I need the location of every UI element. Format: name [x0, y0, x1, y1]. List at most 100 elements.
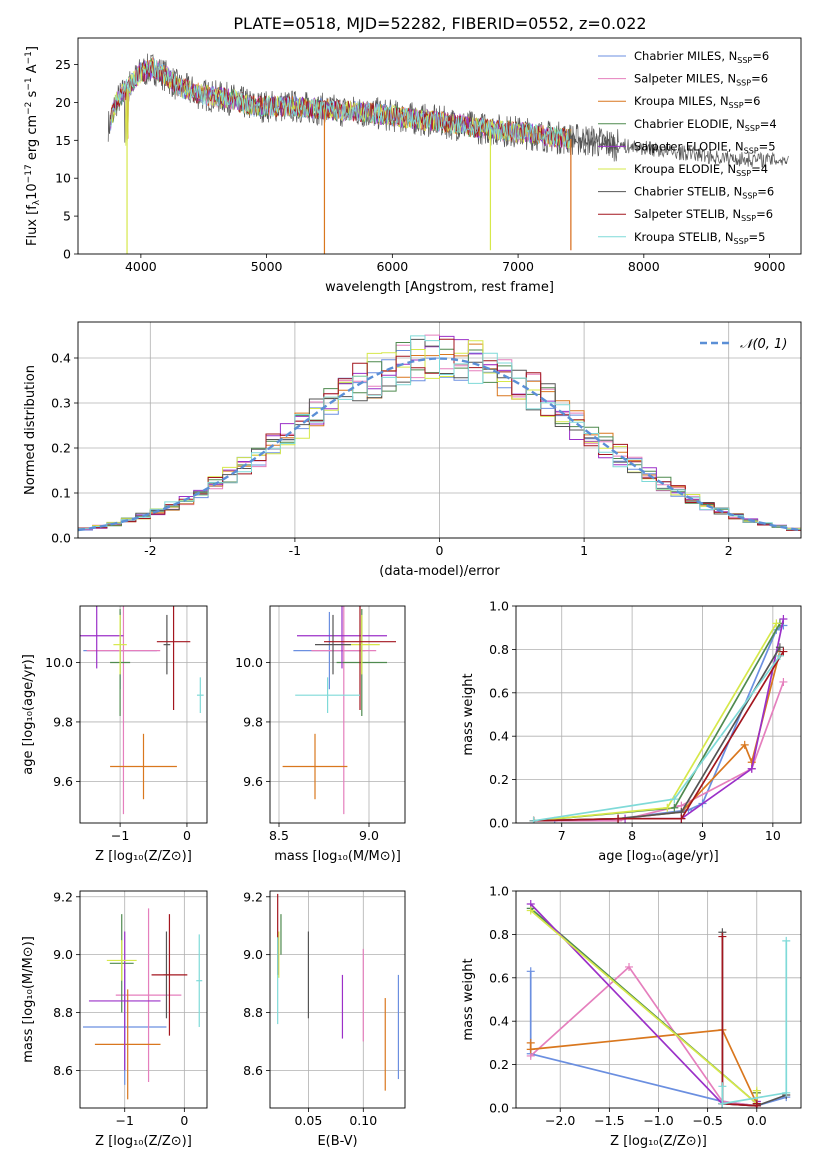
weight-marker — [677, 814, 686, 823]
y-tick-label: 0.8 — [489, 927, 509, 942]
age-vs-metallicity-panel: −1 0 9.6 9.8 10.0 Z [log₁₀(Z/Z⊙)] age [log₁₀(a… — [21, 605, 208, 864]
y-axis-label: mass weight — [461, 673, 476, 755]
mass-weight-vs-age-panel: 7 8 9 10 0.0 0.2 0.4 0.6 0.8 1.0 age [log₁₀(age/yr… — [461, 599, 802, 864]
weight-marker — [718, 1082, 727, 1091]
plot-area — [529, 615, 788, 823]
weight-marker — [526, 967, 535, 976]
x-tick-label: 0 — [183, 828, 191, 843]
legend-label: Chabrier ELODIE, NSSP=4 — [634, 117, 777, 133]
y-tick-label: 9.0 — [243, 947, 263, 962]
normal-reference-curve — [78, 357, 801, 532]
x-axis-label: mass [log₁₀(M/M⊙)] — [274, 849, 401, 864]
weight-marker — [526, 1045, 535, 1054]
x-tick-label: 0.0 — [747, 1113, 767, 1128]
error-point — [282, 733, 348, 800]
y-tick-label: 0.2 — [489, 772, 509, 787]
x-tick-label: −1.5 — [594, 1113, 624, 1128]
weight-marker — [663, 803, 672, 812]
y-tick-label: 9.0 — [53, 947, 73, 962]
y-tick-label: 0.4 — [51, 351, 71, 366]
x-tick-label: 0.10 — [349, 1113, 377, 1128]
error-point — [86, 606, 161, 815]
axes-frame — [269, 890, 406, 1109]
y-tick-label: 1.0 — [489, 884, 509, 899]
legend-label-sub: SSP — [744, 146, 759, 155]
legend-label-tail: =4 — [760, 117, 777, 131]
y-tick-label: 0.3 — [51, 396, 71, 411]
weight-line — [721, 940, 788, 1105]
error-point — [115, 908, 182, 1082]
y-tick-label: 0.2 — [51, 441, 71, 456]
weight-marker — [775, 643, 784, 652]
x-tick-label: 9.0 — [359, 828, 379, 843]
y-axis-label-part: −17 — [24, 164, 34, 183]
x-tick-label: 0.05 — [294, 1113, 322, 1128]
plot-area — [107, 53, 789, 254]
y-tick-label: 0.0 — [489, 1101, 509, 1116]
y-tick-label: 0.8 — [489, 642, 509, 657]
y-tick-label: 8.8 — [243, 1005, 263, 1020]
x-tick-label: 9000 — [754, 259, 786, 274]
spectrum-panel: 4000 5000 6000 7000 8000 9000 0 5 10 15 20 25 wavele… — [24, 37, 802, 295]
x-tick-label: −1 — [111, 828, 129, 843]
error-point — [315, 614, 351, 675]
weight-marker — [614, 814, 623, 823]
legend-label-sub: SSP — [737, 56, 752, 65]
legend-label-tail: =6 — [751, 72, 768, 86]
weight-series — [718, 936, 791, 1108]
weight-series — [529, 615, 788, 823]
y-axis-label: Flux [fλ10−17 erg cm−2 s−1 A−1] — [24, 46, 42, 246]
y-axis-label-part: ] — [25, 46, 40, 51]
axes-frame — [269, 605, 406, 824]
weight-marker — [718, 1099, 727, 1108]
x-tick-label: 0 — [180, 1113, 188, 1128]
x-axis-label: Z [log₁₀(Z/Z⊙)] — [610, 1134, 707, 1149]
y-axis-label-part: −1 — [24, 77, 34, 90]
weight-marker — [772, 619, 781, 628]
legend-label-sub: SSP — [734, 237, 749, 246]
error-point — [156, 606, 191, 711]
axes-frame — [515, 890, 802, 1109]
x-tick-label: 9 — [699, 828, 707, 843]
spectrum-tail-line — [568, 131, 789, 168]
mass-weight-vs-metallicity-panel: −2.0 −1.5 −1.0 −0.5 0.0 0.0 0.2 0.4 0.6 0.8 1.0 Z [… — [461, 884, 802, 1149]
legend-label-tail: =6 — [756, 207, 773, 221]
y-axis-label: mass [log₁₀(M/M⊙)] — [21, 936, 36, 1063]
legend-label-sub: SSP — [745, 124, 760, 133]
x-tick-label: 7000 — [502, 259, 534, 274]
plot-area — [82, 908, 203, 1100]
y-tick-label: 8.8 — [53, 1005, 73, 1020]
weight-line — [533, 622, 781, 822]
figure-title: PLATE=0518, MJD=52282, FIBERID=0552, z=0… — [233, 14, 646, 33]
error-point — [113, 614, 127, 675]
y-tick-label: 8.6 — [243, 1063, 263, 1078]
x-axis-label: wavelength [Angstrom, rest frame] — [325, 280, 554, 295]
x-tick-label: −1 — [115, 1113, 133, 1128]
x-tick-label: 2 — [725, 543, 733, 558]
error-point — [88, 931, 161, 1071]
legend-label-main: Kroupa MILES, N — [634, 94, 729, 108]
y-tick-label: 0.4 — [489, 1014, 509, 1029]
y-tick-label: 0.6 — [489, 685, 509, 700]
x-axis-label: (data-model)/error — [379, 564, 500, 579]
legend-label-sub: SSP — [741, 214, 756, 223]
legend-label-tail: =6 — [744, 94, 761, 108]
y-axis-label-part: 10 — [25, 183, 40, 200]
y-tick-label: 10 — [55, 171, 71, 186]
x-axis-label: Z [log₁₀(Z/Z⊙)] — [95, 849, 192, 864]
residuals-panel: -2 -1 0 1 2 0.0 0.1 0.2 0.3 0.4 (data-model)/error… — [23, 321, 802, 579]
legend-label-sub: SSP — [729, 101, 744, 110]
legend-label-main: Chabrier ELODIE, N — [634, 117, 745, 131]
legend-label-tail: =6 — [752, 49, 769, 63]
y-tick-label: 1.0 — [489, 599, 509, 614]
legend-label-tail: =6 — [757, 185, 774, 199]
legend-label: Chabrier MILES, NSSP=6 — [634, 49, 769, 65]
error-point — [297, 606, 387, 669]
y-tick-label: 0.4 — [489, 729, 509, 744]
legend-label: Kroupa MILES, NSSP=6 — [634, 94, 760, 110]
weight-marker — [526, 906, 535, 915]
legend-label: Salpeter ELODIE, NSSP=5 — [634, 139, 776, 155]
legend-label: 𝒩(0, 1) — [740, 337, 787, 352]
